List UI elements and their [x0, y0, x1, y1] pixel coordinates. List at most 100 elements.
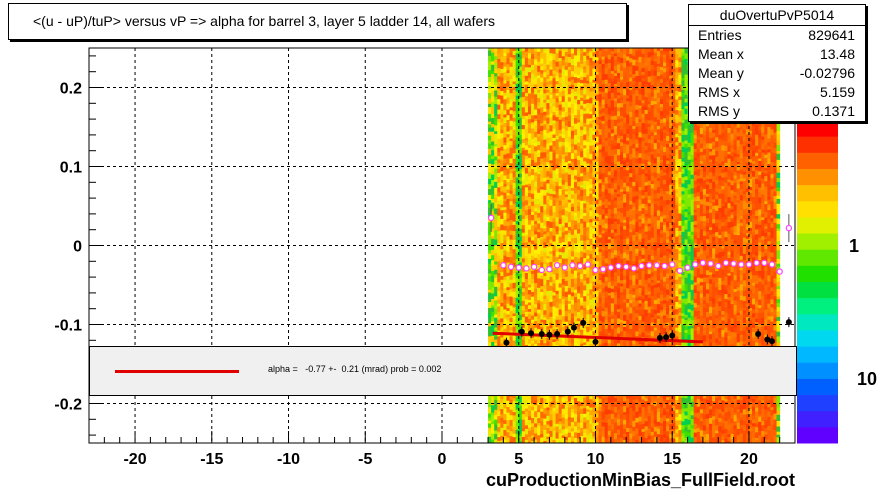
heat-cell: [632, 297, 636, 302]
heat-cell: [626, 217, 630, 222]
heat-cell: [641, 184, 646, 188]
heat-cell: [491, 74, 495, 80]
heat-cell: [641, 198, 646, 205]
heat-cell: [632, 181, 636, 187]
heat-cell: [558, 182, 563, 187]
heat-cell: [515, 439, 520, 444]
heat-cell: [534, 142, 538, 147]
heat-cell: [497, 434, 501, 438]
heat-cell: [497, 156, 501, 160]
heat-cell: [509, 225, 514, 232]
heat-cell: [607, 205, 612, 210]
heat-cell: [521, 300, 526, 307]
heat-cell: [632, 415, 636, 422]
heat-cell: [620, 135, 624, 140]
heat-cell: [610, 252, 615, 259]
heat-cell: [497, 182, 501, 188]
heat-cell: [567, 336, 572, 344]
heat-cell: [601, 250, 606, 257]
heat-cell: [497, 427, 501, 433]
heat-cell: [604, 438, 609, 444]
heat-cell: [531, 270, 535, 275]
heat-cell: [626, 53, 630, 57]
heat-cell: [521, 133, 526, 140]
heat-cell: [518, 320, 523, 324]
heat-cell: [613, 428, 618, 434]
heat-cell: [573, 234, 578, 239]
heat-cell: [595, 315, 600, 322]
heat-cell: [549, 61, 553, 68]
heat-cell: [580, 63, 584, 70]
heat-cell: [521, 228, 526, 234]
heat-cell: [601, 303, 606, 309]
heat-cell: [604, 242, 609, 247]
heat-cell: [601, 430, 606, 438]
heat-cell: [592, 436, 596, 440]
heat-cell: [589, 118, 593, 122]
heat-cell: [527, 64, 532, 68]
heat-cell: [515, 110, 520, 116]
heat-cell: [580, 89, 584, 96]
heat-cell: [610, 258, 615, 264]
heat-cell: [515, 115, 520, 121]
heat-cell: [629, 275, 633, 281]
heat-cell: [589, 179, 593, 186]
heat-cell: [491, 307, 495, 313]
heat-cell: [488, 258, 492, 265]
heat-cell: [580, 126, 584, 131]
heat-cell: [601, 321, 606, 326]
heat-cell: [644, 182, 649, 187]
heat-cell: [491, 265, 495, 272]
heat-cell: [497, 336, 501, 341]
heat-cell: [616, 304, 621, 310]
heat-cell: [524, 408, 529, 412]
heat-cell: [616, 396, 621, 402]
heat-cell: [626, 98, 630, 102]
heat-cell: [592, 321, 596, 325]
heat-cell: [647, 436, 652, 440]
heat-cell: [592, 259, 596, 265]
heat-cell: [601, 108, 606, 114]
heat-cell: [524, 252, 529, 257]
heat-cell: [531, 103, 535, 111]
heat-cell: [586, 207, 590, 213]
heat-cell: [491, 324, 495, 329]
heat-cell: [506, 86, 511, 91]
heat-cell: [604, 340, 609, 344]
heat-cell: [586, 192, 590, 197]
heat-cell: [540, 411, 544, 419]
heat-cell: [610, 178, 615, 183]
heat-cell: [583, 417, 587, 423]
heat-cell: [570, 99, 575, 105]
heat-cell: [616, 211, 621, 217]
heat-cell: [601, 185, 606, 190]
heat-cell: [641, 407, 646, 414]
heat-cell: [564, 210, 569, 217]
heat-cell: [635, 203, 639, 210]
heat-cell: [540, 170, 544, 175]
heat-cell: [552, 334, 557, 340]
heat-cell: [629, 209, 633, 216]
heat-cell: [555, 395, 560, 403]
heat-cell: [543, 435, 547, 442]
heat-cell: [503, 62, 507, 68]
heat-cell: [506, 58, 511, 65]
heat-cell: [632, 202, 636, 208]
heat-cell: [638, 137, 643, 144]
heat-cell: [629, 289, 633, 295]
heat-cell: [641, 429, 646, 433]
heat-cell: [586, 287, 590, 294]
heat-cell: [607, 287, 612, 294]
heat-cell: [558, 146, 563, 151]
heat-cell: [626, 244, 630, 251]
heat-cell: [497, 212, 501, 217]
heat-cell: [567, 56, 572, 64]
heat-cell: [580, 251, 584, 258]
heat-cell: [623, 428, 627, 435]
heat-cell: [570, 396, 575, 401]
heat-cell: [580, 315, 584, 321]
heat-cell: [491, 222, 495, 230]
heat-cell: [567, 246, 572, 250]
heat-cell: [503, 398, 507, 405]
heat-cell: [629, 414, 633, 421]
